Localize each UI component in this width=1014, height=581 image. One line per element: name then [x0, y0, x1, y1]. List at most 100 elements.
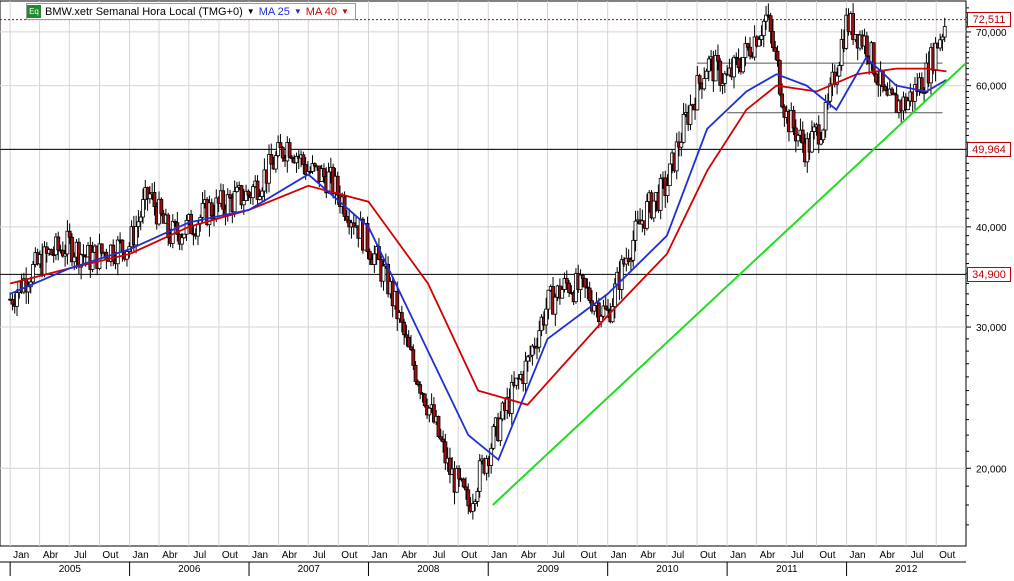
candle-body — [246, 190, 251, 196]
month-tick-label: Jul — [193, 550, 206, 561]
candle-body — [60, 249, 65, 257]
ma40-dropdown-icon[interactable]: ▼ — [340, 7, 349, 16]
candle-body — [200, 202, 205, 218]
symbol-label[interactable]: BMW.xetr Semanal Hora Local (TMG+0) — [45, 5, 243, 18]
candle-body — [681, 114, 686, 143]
candle-body — [239, 185, 244, 206]
candle-body — [564, 278, 569, 284]
candle-body — [351, 222, 356, 228]
candle-body — [141, 199, 145, 218]
month-tick-label: Out — [700, 550, 716, 561]
candle-body — [629, 259, 633, 263]
month-tick-label: Out — [819, 550, 835, 561]
candle-body — [267, 154, 271, 184]
candle-body — [134, 226, 139, 246]
candle-body — [466, 489, 471, 507]
candle-body — [697, 75, 702, 84]
candle-body — [10, 299, 15, 305]
candle-body — [489, 447, 494, 466]
candle-body — [713, 55, 718, 82]
candle-body — [232, 191, 237, 213]
candle-body — [49, 249, 54, 256]
candle-body — [418, 384, 423, 394]
candle-body — [553, 296, 558, 315]
candle-body — [525, 356, 530, 362]
trendline — [492, 62, 967, 506]
candle-body — [457, 468, 462, 480]
candle-body — [523, 360, 528, 384]
month-tick-label: Jul — [313, 550, 326, 561]
ma25-dropdown-icon[interactable]: ▼ — [293, 7, 302, 16]
month-tick-label: Abr — [282, 550, 298, 561]
year-tick-label: 2008 — [417, 564, 440, 575]
month-tick-label: Jul — [791, 550, 804, 561]
candle-body — [477, 460, 482, 492]
candle-body — [395, 291, 400, 320]
candle-body — [603, 305, 608, 310]
candle-body — [606, 308, 610, 311]
candle-body — [546, 289, 551, 310]
candle-body — [427, 407, 432, 416]
month-tick-label: Abr — [401, 550, 417, 561]
candle-body — [716, 55, 720, 62]
candle-body — [147, 193, 152, 200]
month-tick-label: Jan — [611, 550, 627, 561]
ma25-label[interactable]: MA 25 — [258, 5, 290, 18]
candle-body — [796, 134, 801, 142]
candle-body — [454, 468, 459, 493]
candle-body — [500, 402, 505, 420]
candle-body — [464, 486, 468, 491]
chart-legend[interactable]: Eq BMW.xetr Semanal Hora Local (TMG+0) ▼… — [26, 3, 356, 20]
candle-body — [764, 14, 768, 22]
candle-body — [65, 230, 70, 255]
candle-body — [612, 283, 617, 307]
candle-body — [26, 286, 31, 293]
candle-body — [823, 102, 828, 131]
candle-body — [173, 220, 177, 224]
ma40-line — [9, 67, 947, 406]
candle-body — [535, 346, 539, 349]
candle-body — [743, 43, 748, 58]
candle-body — [837, 65, 842, 77]
candle-body — [695, 75, 700, 111]
candle-body — [335, 175, 340, 196]
candle-body — [138, 216, 143, 223]
month-tick-label: Jul — [911, 550, 924, 561]
candle-body — [633, 220, 638, 241]
equity-icon: Eq — [27, 5, 41, 18]
month-tick-label: Abr — [760, 550, 776, 561]
candle-body — [166, 214, 171, 239]
candle-body — [310, 163, 315, 172]
month-tick-label: Out — [939, 550, 955, 561]
month-tick-label: Abr — [521, 550, 537, 561]
month-tick-label: Jan — [730, 550, 746, 561]
candle-body — [196, 223, 200, 237]
candle-body — [732, 56, 736, 78]
candle-body — [592, 305, 597, 312]
candle-body — [365, 223, 370, 252]
candle-body — [759, 35, 764, 40]
price-box: 49,964 — [967, 141, 1011, 157]
candle-body — [864, 35, 869, 57]
candle-body — [120, 239, 125, 252]
candle-body — [892, 92, 897, 96]
candle-body — [913, 84, 917, 102]
candle-body — [228, 194, 232, 199]
candle-body — [777, 60, 782, 95]
candle-body — [72, 256, 77, 263]
y-tick-label: 20,000 — [976, 464, 1007, 475]
month-tick-label: Jan — [491, 550, 507, 561]
ma40-label[interactable]: MA 40 — [305, 5, 337, 18]
candle-body — [851, 13, 856, 41]
candle-body — [583, 278, 587, 288]
candle-body — [821, 129, 826, 141]
candle-body — [773, 47, 778, 52]
candle-body — [722, 73, 727, 84]
candle-body — [191, 233, 196, 236]
symbol-dropdown-icon[interactable]: ▼ — [246, 7, 255, 16]
candle-body — [704, 70, 709, 79]
candle-body — [940, 36, 945, 41]
candle-body — [235, 186, 239, 192]
candle-body — [528, 354, 533, 358]
candle-body — [720, 83, 725, 86]
